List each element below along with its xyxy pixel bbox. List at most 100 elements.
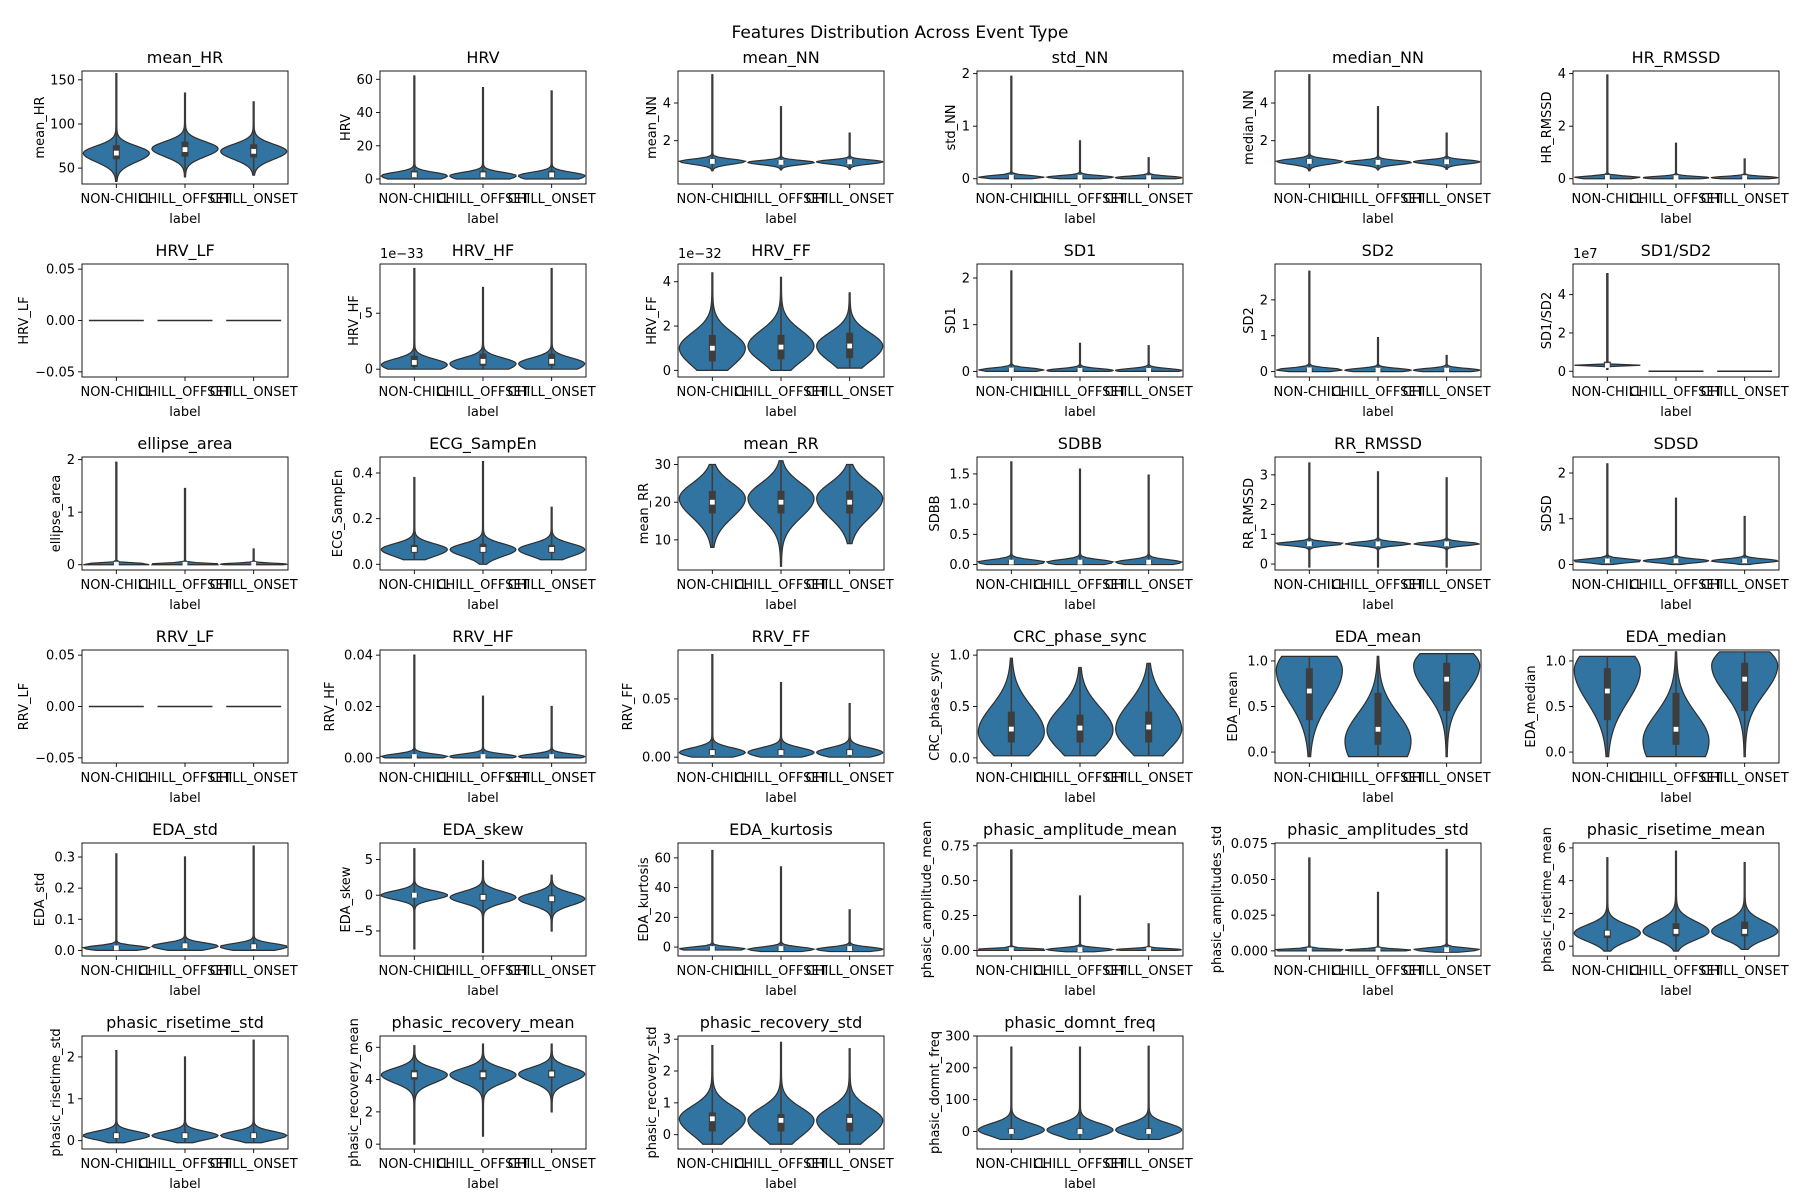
x-tick-label: CHILL_OFFSET xyxy=(138,1157,231,1172)
x-tick-label: CHILL_OFFSET xyxy=(138,385,231,400)
subplot-title: phasic_domnt_freq xyxy=(1004,1013,1155,1033)
y-axis-label: HR_RMSSD xyxy=(1540,91,1555,163)
x-axis-label: label xyxy=(169,405,200,420)
x-tick-label: CHILL_OFFSET xyxy=(1629,578,1722,593)
violin-box xyxy=(1672,692,1680,745)
y-tick-label: 150 xyxy=(50,73,75,88)
y-axis-label: std_NN xyxy=(944,104,959,150)
violin-median xyxy=(411,892,417,898)
subplot-hrv-ff: HRV_FF 1e−32 0 2 4 NON-CHILLCHILL_OFFSETCHILL… xyxy=(645,241,894,420)
y-axis-label: HRV_FF xyxy=(645,296,660,344)
violin-median xyxy=(1673,929,1679,934)
y-tick-label: 0.0 xyxy=(949,751,970,766)
violin-median xyxy=(1742,929,1748,934)
x-tick-label: NON-CHILL xyxy=(976,964,1048,979)
y-tick-label: 0.4 xyxy=(352,466,373,481)
x-tick-label: CHILL_OFFSET xyxy=(1331,192,1424,207)
violin-chill_onset xyxy=(1413,848,1480,953)
y-tick-label: 0.050 xyxy=(1231,873,1268,888)
y-tick-label: 60 xyxy=(356,73,373,88)
violin-chill_onset xyxy=(1114,474,1184,566)
subplot-title: EDA_kurtosis xyxy=(729,820,833,840)
violin-median xyxy=(1306,688,1312,694)
violin-chill_offset xyxy=(1344,891,1412,953)
subplot-title: mean_HR xyxy=(147,48,224,68)
violin-median xyxy=(709,946,715,951)
y-tick-label: 0 xyxy=(1558,365,1566,380)
violin-non-chill xyxy=(1274,462,1345,568)
violin-chill_onset xyxy=(518,90,586,180)
subplot-title: SD1/SD2 xyxy=(1641,241,1712,260)
violin-median xyxy=(480,547,486,552)
x-tick-label: NON-CHILL xyxy=(379,1157,451,1172)
y-tick-label: 0 xyxy=(365,1138,373,1153)
subplot-title: RRV_LF xyxy=(156,627,214,647)
y-tick-label: 0 xyxy=(962,1125,970,1140)
y-tick-label: 0.025 xyxy=(1231,909,1268,924)
y-tick-label: 30 xyxy=(654,458,671,473)
x-tick-label: NON-CHILL xyxy=(976,771,1048,786)
y-tick-label: 0.00 xyxy=(46,700,75,715)
violin-chill_onset xyxy=(1115,345,1183,373)
violin-box xyxy=(1741,921,1749,937)
violin-median xyxy=(1604,558,1610,564)
violin-non-chill xyxy=(1573,463,1642,566)
y-tick-label: 0.5 xyxy=(949,700,970,715)
y-axis-label: EDA_kurtosis xyxy=(637,857,652,942)
y-axis-label: phasic_risetime_std xyxy=(49,1028,64,1156)
y-tick-label: 4 xyxy=(365,1073,373,1088)
x-tick-label: CHILL_OFFSET xyxy=(1629,385,1722,400)
y-axis-label: ellipse_area xyxy=(49,475,64,552)
subplot-title: RRV_FF xyxy=(752,627,811,647)
violin-non-chill xyxy=(82,73,150,182)
axes-frame xyxy=(1572,263,1780,378)
x-tick-label: CHILL_OFFSET xyxy=(1331,771,1424,786)
x-tick-label: CHILL_ONSET xyxy=(806,192,894,207)
x-tick-label: CHILL_ONSET xyxy=(210,192,298,207)
x-axis-label: label xyxy=(1660,791,1691,806)
y-tick-label: 2 xyxy=(1558,120,1566,135)
subplot-sdbb: SDBB 0.0 0.5 1.0 1.5 NON-CHILLCHILL_OFFSETCHI… xyxy=(928,434,1193,613)
x-tick-label: CHILL_ONSET xyxy=(806,771,894,786)
x-tick-label: NON-CHILL xyxy=(976,578,1048,593)
violin-chill_offset xyxy=(150,487,220,567)
violin-chill_onset xyxy=(1710,515,1779,566)
violin-chill_offset xyxy=(1642,651,1710,758)
x-axis-label: label xyxy=(1064,984,1095,999)
y-tick-label: 0 xyxy=(67,1134,75,1149)
violin-median xyxy=(778,499,784,505)
y-tick-label: 1 xyxy=(1260,329,1268,344)
violin-non-chill xyxy=(977,461,1046,566)
subplot-rr-rmssd: RR_RMSSD0123NON-CHILLCHILL_OFFSETCHILL_O… xyxy=(1242,434,1491,613)
x-axis-label: label xyxy=(1660,598,1691,613)
y-tick-label: 2 xyxy=(1260,498,1268,513)
x-tick-label: CHILL_OFFSET xyxy=(1629,771,1722,786)
x-tick-label: CHILL_OFFSET xyxy=(436,192,529,207)
subplot-title: HRV_FF xyxy=(751,241,811,261)
x-axis-label: label xyxy=(1362,212,1393,227)
y-tick-label: 5 xyxy=(365,307,373,322)
violin-median xyxy=(411,547,417,552)
violin-chill_offset xyxy=(1045,468,1115,566)
violin-median xyxy=(182,1133,188,1139)
y-tick-label: 0.000 xyxy=(1231,944,1268,959)
subplot-eda-mean: EDA_mean 0.0 0.5 1.0 NON-CHILLCHILL_OFFSETCH… xyxy=(1226,627,1491,806)
x-tick-label: CHILL_OFFSET xyxy=(1629,964,1722,979)
x-tick-label: CHILL_OFFSET xyxy=(734,192,827,207)
violin-non-chill xyxy=(978,75,1045,180)
subplot-title: HRV xyxy=(466,48,499,67)
violin-median xyxy=(1306,159,1312,164)
y-axis-label: phasic_domnt_freq xyxy=(928,1031,943,1154)
x-tick-label: CHILL_ONSET xyxy=(1105,964,1193,979)
x-axis-label: label xyxy=(1064,1177,1095,1192)
violin-non-chill xyxy=(1275,655,1343,758)
violin-chill_onset xyxy=(1115,662,1183,757)
violin-median xyxy=(480,1072,486,1078)
violin-chill_offset xyxy=(747,460,815,567)
y-tick-label: 1 xyxy=(67,1092,75,1107)
violin-median xyxy=(1673,175,1679,181)
violin-chill_offset xyxy=(1642,497,1710,566)
violin-chill_onset xyxy=(517,705,586,759)
y-axis-label: EDA_skew xyxy=(339,866,354,932)
violin-median xyxy=(1008,559,1014,565)
